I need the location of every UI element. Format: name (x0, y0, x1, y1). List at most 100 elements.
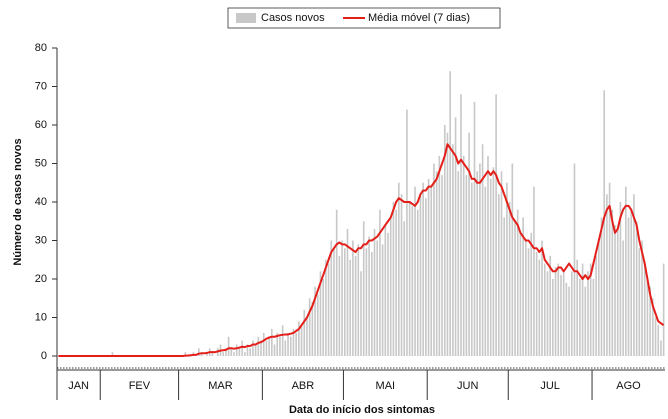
bar (330, 240, 333, 356)
bar (254, 344, 257, 356)
bar (538, 259, 541, 356)
bar (530, 232, 533, 356)
bar (381, 244, 384, 356)
bar (370, 252, 373, 356)
bar (657, 325, 660, 356)
bar (411, 205, 414, 356)
bar (292, 329, 295, 356)
bar (627, 217, 630, 356)
bar (322, 279, 324, 356)
bar (343, 248, 346, 356)
bar (462, 155, 465, 356)
bar (368, 236, 370, 356)
y-tick-label: 40 (35, 196, 47, 208)
bar (316, 294, 319, 356)
bar (395, 209, 397, 356)
bar (511, 163, 514, 356)
bar (271, 329, 273, 356)
bar (546, 271, 549, 356)
bar (535, 252, 538, 356)
bar (384, 225, 387, 356)
bar (592, 279, 595, 356)
y-tick-label: 10 (35, 311, 47, 323)
bar (608, 182, 611, 356)
bar (238, 348, 241, 356)
x-tick-label: JUN (457, 380, 478, 392)
bar (227, 336, 230, 356)
bar (441, 175, 443, 356)
legend-swatch (236, 13, 256, 23)
bar (241, 340, 243, 356)
bar (300, 325, 303, 356)
bar (422, 182, 424, 356)
y-tick-label: 50 (35, 157, 47, 169)
bar (541, 240, 543, 356)
bar (533, 186, 535, 356)
bar (638, 248, 641, 356)
bar (487, 155, 489, 356)
bar (276, 332, 279, 356)
bar (225, 348, 227, 356)
bar (206, 352, 208, 356)
bar (287, 332, 289, 356)
bar (389, 217, 392, 356)
bar (414, 186, 416, 356)
bar (249, 348, 252, 356)
bar (554, 267, 557, 356)
bar (438, 155, 441, 356)
bar (662, 263, 665, 356)
bar (360, 271, 362, 356)
bar (506, 182, 508, 356)
bar (435, 171, 438, 356)
bar (562, 271, 565, 356)
bar (252, 340, 254, 356)
bar (652, 298, 654, 356)
bar (111, 352, 114, 356)
bar (557, 263, 560, 356)
y-tick-label: 30 (35, 234, 47, 246)
bar (479, 163, 481, 356)
bar (576, 259, 578, 356)
x-tick-label: MAR (208, 380, 233, 392)
bar (311, 302, 314, 356)
bar (635, 221, 638, 356)
bar (468, 132, 470, 356)
bar (503, 217, 506, 356)
bar (403, 221, 406, 356)
bar (327, 263, 330, 356)
bar (376, 240, 379, 356)
bar (338, 255, 341, 356)
bar (495, 94, 497, 356)
bar (357, 244, 360, 356)
bar (616, 228, 619, 356)
bar (446, 132, 449, 356)
bar (295, 332, 297, 356)
bar (476, 171, 479, 356)
bar (273, 344, 276, 356)
bar (660, 340, 662, 356)
bar (333, 248, 335, 356)
bar (484, 186, 487, 356)
bar (257, 336, 260, 356)
bar (549, 255, 551, 356)
bar (481, 144, 484, 356)
bar (268, 336, 270, 356)
bar (525, 240, 527, 356)
bar (408, 202, 411, 356)
bar (235, 344, 238, 356)
x-tick-label: FEV (129, 380, 151, 392)
bar (581, 263, 584, 356)
bar (600, 217, 603, 356)
bar (198, 348, 200, 356)
bar (349, 259, 352, 356)
bar (473, 101, 476, 357)
bar (433, 163, 435, 356)
bar (452, 144, 454, 356)
bar (400, 194, 403, 356)
bar (243, 352, 246, 356)
y-tick-label: 0 (41, 350, 47, 362)
x-tick-label: MAI (376, 380, 396, 392)
y-tick-label: 70 (35, 80, 47, 92)
bar (284, 340, 287, 356)
